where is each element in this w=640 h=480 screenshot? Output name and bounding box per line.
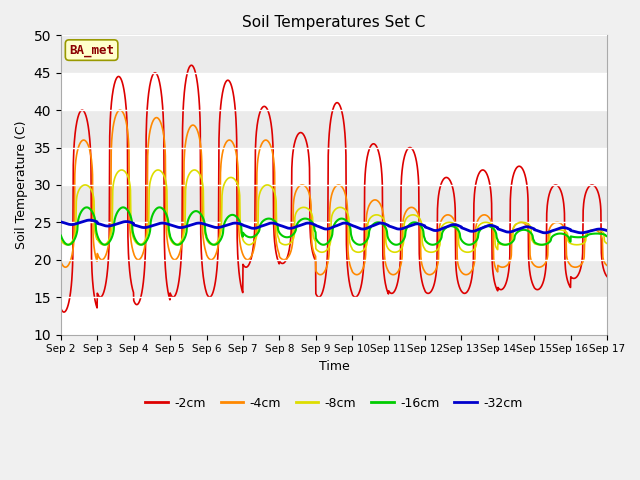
-2cm xyxy=(556,185,563,191)
-2cm xyxy=(362,163,370,168)
-16cm xyxy=(493,235,500,241)
-2cm xyxy=(493,287,500,292)
-16cm xyxy=(570,234,578,240)
-8cm xyxy=(493,246,500,252)
Line: -32cm: -32cm xyxy=(61,220,607,233)
-32cm xyxy=(493,224,500,230)
Line: -16cm: -16cm xyxy=(61,207,607,245)
-4cm xyxy=(493,268,500,274)
-16cm xyxy=(556,231,563,237)
Bar xyxy=(61,110,607,147)
-32cm xyxy=(350,223,358,229)
-32cm xyxy=(209,224,217,230)
-4cm xyxy=(570,264,578,270)
-32cm xyxy=(362,226,369,231)
Bar xyxy=(61,260,607,297)
Y-axis label: Soil Temperature (C): Soil Temperature (C) xyxy=(15,120,28,249)
-4cm xyxy=(603,263,611,268)
-8cm xyxy=(318,250,326,255)
Bar xyxy=(61,36,607,73)
-2cm xyxy=(188,62,195,68)
-4cm xyxy=(209,256,217,262)
-2cm xyxy=(570,276,578,281)
-8cm xyxy=(350,248,358,254)
-4cm xyxy=(317,272,324,277)
-2cm xyxy=(603,274,611,279)
-2cm xyxy=(210,287,218,293)
Bar xyxy=(61,73,607,110)
-32cm xyxy=(57,219,65,225)
Line: -8cm: -8cm xyxy=(61,170,607,252)
-8cm xyxy=(118,167,125,173)
Line: -2cm: -2cm xyxy=(61,65,607,312)
Bar xyxy=(61,185,607,222)
Legend: -2cm, -4cm, -8cm, -16cm, -32cm: -2cm, -4cm, -8cm, -16cm, -32cm xyxy=(140,392,527,415)
-8cm xyxy=(570,242,578,248)
-16cm xyxy=(603,233,611,239)
-32cm xyxy=(603,228,611,233)
-32cm xyxy=(570,228,578,234)
-16cm xyxy=(350,239,358,245)
-2cm xyxy=(57,306,65,312)
-16cm xyxy=(83,204,90,210)
-32cm xyxy=(541,230,549,236)
-4cm xyxy=(57,259,65,265)
-16cm xyxy=(57,233,65,239)
-2cm xyxy=(350,294,358,300)
-32cm xyxy=(556,226,563,231)
-4cm xyxy=(556,220,563,226)
Bar xyxy=(61,147,607,185)
-8cm xyxy=(556,227,563,233)
-8cm xyxy=(362,244,370,250)
-4cm xyxy=(350,271,358,276)
Line: -4cm: -4cm xyxy=(61,110,607,275)
Bar xyxy=(61,297,607,335)
-8cm xyxy=(209,242,217,248)
-8cm xyxy=(603,240,611,246)
Bar xyxy=(61,222,607,260)
-8cm xyxy=(57,237,65,243)
-32cm xyxy=(86,217,93,223)
Title: Soil Temperatures Set C: Soil Temperatures Set C xyxy=(242,15,426,30)
-2cm xyxy=(60,309,68,315)
-16cm xyxy=(362,239,370,244)
-16cm xyxy=(210,242,218,248)
-16cm xyxy=(65,242,72,248)
Text: BA_met: BA_met xyxy=(69,44,114,57)
-4cm xyxy=(116,107,124,113)
-4cm xyxy=(362,234,370,240)
X-axis label: Time: Time xyxy=(319,360,349,373)
